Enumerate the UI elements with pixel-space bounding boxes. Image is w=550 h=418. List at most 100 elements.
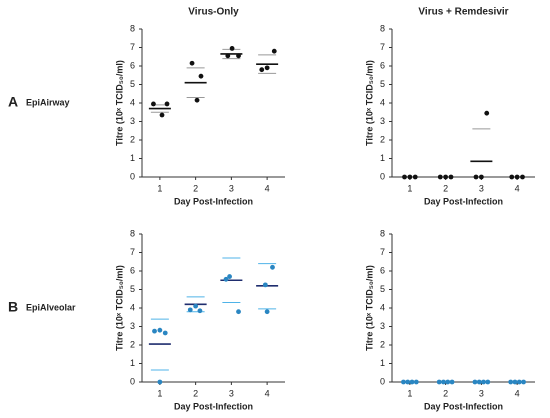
point	[259, 67, 265, 73]
y-tick-label: 8	[130, 23, 135, 33]
y-tick-label: 0	[380, 171, 385, 181]
point	[481, 379, 486, 385]
y-tick-label: 8	[380, 23, 385, 33]
point	[472, 379, 478, 385]
y-axis-label: Titre (10ˣ TCID₅₀/ml)	[364, 60, 374, 146]
point	[227, 274, 232, 279]
point	[236, 53, 241, 59]
point	[225, 53, 231, 59]
point	[407, 174, 413, 180]
point	[193, 303, 199, 309]
x-axis-label: Day Post-Infection	[424, 196, 503, 206]
point	[262, 282, 268, 288]
y-tick-label: 3	[380, 321, 385, 331]
point	[509, 174, 515, 180]
point	[413, 379, 419, 385]
y-tick-label: 1	[380, 153, 385, 163]
point	[164, 101, 170, 107]
row-label: EpiAirway	[26, 97, 70, 107]
y-tick-label: 5	[380, 284, 385, 294]
y-tick-label: 5	[130, 284, 135, 294]
point	[405, 379, 411, 385]
point	[189, 60, 195, 66]
point	[151, 101, 156, 107]
y-tick-label: 8	[130, 228, 135, 238]
point	[409, 379, 415, 385]
x-tick-label: 1	[157, 388, 162, 398]
point	[441, 379, 446, 385]
point	[152, 328, 157, 334]
x-tick-label: 1	[407, 183, 412, 193]
y-tick-label: 0	[130, 171, 135, 181]
y-tick-label: 4	[130, 97, 135, 107]
x-tick-label: 2	[443, 388, 448, 398]
y-tick-label: 3	[380, 116, 385, 126]
point	[402, 174, 407, 180]
y-axis-label: Titre (10ˣ TCID₅₀/ml)	[364, 265, 374, 351]
y-tick-label: 4	[380, 97, 385, 107]
point	[264, 65, 270, 71]
x-axis-label: Day Post-Infection	[174, 401, 253, 411]
y-tick-label: 2	[130, 339, 135, 349]
x-tick-label: 1	[157, 183, 162, 193]
point	[194, 97, 200, 103]
y-tick-label: 1	[380, 358, 385, 368]
y-tick-label: 2	[380, 339, 385, 349]
point	[445, 379, 451, 385]
point	[157, 379, 163, 385]
point	[516, 379, 522, 385]
point	[401, 379, 406, 385]
x-tick-label: 3	[229, 388, 234, 398]
x-tick-label: 2	[443, 183, 448, 193]
y-tick-label: 5	[380, 79, 385, 89]
y-tick-label: 1	[130, 153, 135, 163]
point	[485, 379, 491, 385]
point	[236, 309, 241, 315]
y-axis-label: Titre (10ˣ TCID₅₀/ml)	[114, 60, 124, 146]
y-tick-label: 0	[380, 376, 385, 386]
y-tick-label: 7	[130, 42, 135, 52]
point	[159, 112, 165, 118]
x-tick-label: 4	[265, 388, 270, 398]
y-tick-label: 1	[130, 358, 135, 368]
y-tick-label: 7	[130, 247, 135, 257]
point	[437, 174, 443, 180]
y-tick-label: 5	[130, 79, 135, 89]
point	[484, 110, 490, 116]
x-tick-label: 3	[479, 183, 484, 193]
point	[264, 309, 270, 315]
y-tick-label: 4	[130, 302, 135, 312]
y-tick-label: 4	[380, 302, 385, 312]
point	[443, 174, 449, 180]
x-axis-label: Day Post-Infection	[424, 401, 503, 411]
point	[476, 379, 482, 385]
x-tick-label: 2	[193, 183, 198, 193]
row-label: EpiAlveolar	[26, 302, 76, 312]
y-tick-label: 0	[130, 376, 135, 386]
point	[449, 379, 455, 385]
point	[187, 307, 193, 313]
point	[157, 327, 163, 333]
y-tick-label: 6	[380, 60, 385, 70]
point	[198, 73, 204, 79]
point	[223, 276, 229, 282]
y-tick-label: 3	[130, 116, 135, 126]
point	[512, 379, 518, 385]
chart-title: Virus + Remdesivir	[418, 7, 508, 18]
x-tick-label: 3	[229, 183, 234, 193]
point	[270, 264, 275, 270]
x-tick-label: 4	[515, 183, 520, 193]
y-tick-label: 7	[380, 42, 385, 52]
point	[412, 174, 418, 180]
x-tick-label: 3	[479, 388, 484, 398]
y-tick-label: 7	[380, 247, 385, 257]
x-tick-label: 4	[265, 183, 270, 193]
y-tick-label: 6	[130, 265, 135, 275]
point	[271, 48, 277, 54]
x-axis-label: Day Post-Infection	[174, 196, 253, 206]
point	[436, 379, 442, 385]
y-tick-label: 2	[130, 134, 135, 144]
panel-letter: A	[8, 94, 18, 110]
point	[473, 174, 479, 180]
